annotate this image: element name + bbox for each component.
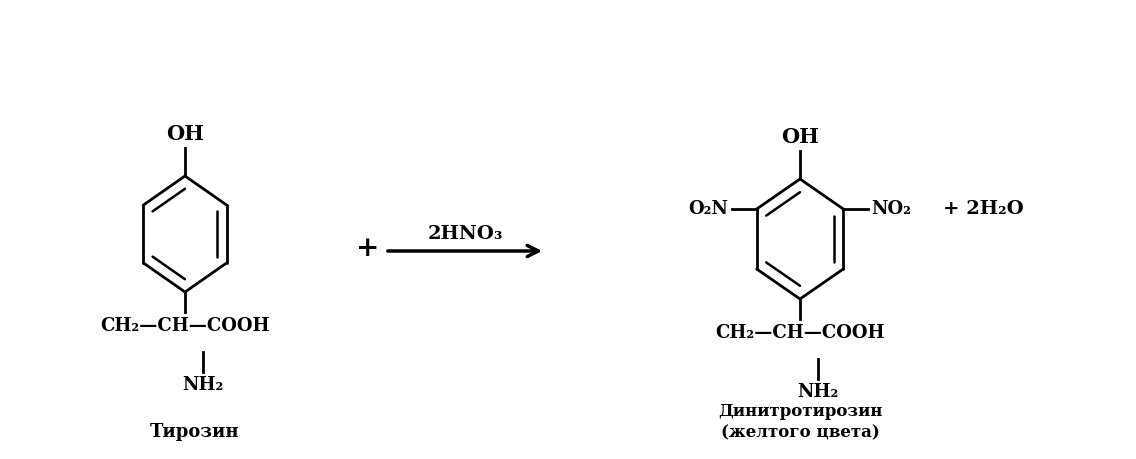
Text: +: + (357, 235, 379, 263)
Text: OH: OH (166, 124, 204, 144)
Text: NH₂: NH₂ (797, 383, 838, 401)
Text: O₂N: O₂N (688, 200, 728, 218)
Text: NO₂: NO₂ (871, 200, 911, 218)
Text: NH₂: NH₂ (182, 376, 224, 394)
Text: Динитротирозин
(желтого цвета): Динитротирозин (желтого цвета) (718, 403, 883, 441)
Text: OH: OH (782, 127, 819, 147)
Text: CH₂—CH—COOH: CH₂—CH—COOH (100, 317, 269, 335)
Text: Тирозин: Тирозин (150, 423, 240, 441)
Text: + 2H₂O: + 2H₂O (943, 200, 1024, 218)
Text: 2HNO₃: 2HNO₃ (427, 225, 503, 243)
Text: CH₂—CH—COOH: CH₂—CH—COOH (716, 324, 885, 342)
